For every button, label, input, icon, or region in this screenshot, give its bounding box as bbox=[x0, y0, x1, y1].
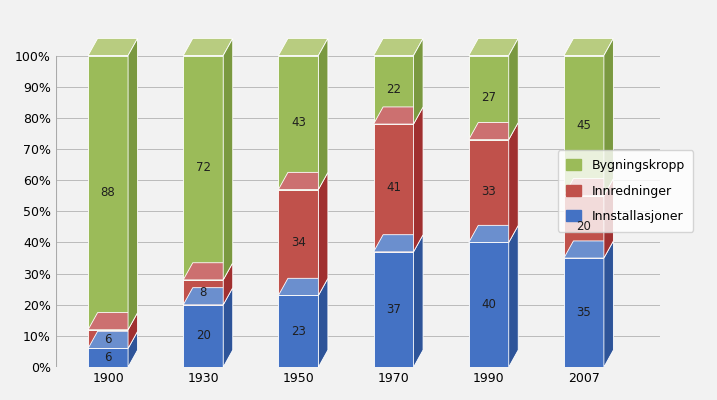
Polygon shape bbox=[318, 278, 328, 367]
Polygon shape bbox=[318, 38, 328, 190]
Polygon shape bbox=[564, 38, 613, 56]
Text: 6: 6 bbox=[105, 332, 112, 346]
Text: 45: 45 bbox=[576, 119, 592, 132]
Text: 6: 6 bbox=[105, 351, 112, 364]
Polygon shape bbox=[374, 38, 423, 56]
Polygon shape bbox=[223, 38, 233, 280]
Text: 27: 27 bbox=[481, 91, 496, 104]
Polygon shape bbox=[374, 107, 423, 124]
Polygon shape bbox=[223, 288, 233, 367]
Polygon shape bbox=[278, 278, 328, 296]
Polygon shape bbox=[128, 331, 138, 367]
Polygon shape bbox=[374, 235, 423, 252]
Polygon shape bbox=[469, 56, 509, 140]
Polygon shape bbox=[564, 196, 604, 258]
Polygon shape bbox=[564, 179, 613, 196]
Polygon shape bbox=[469, 122, 518, 140]
Text: 43: 43 bbox=[291, 116, 306, 129]
Polygon shape bbox=[88, 331, 138, 348]
Text: 41: 41 bbox=[386, 182, 401, 194]
Polygon shape bbox=[374, 56, 414, 124]
Text: 33: 33 bbox=[481, 184, 496, 198]
Polygon shape bbox=[184, 288, 233, 305]
Text: 35: 35 bbox=[576, 306, 592, 319]
Polygon shape bbox=[469, 225, 518, 242]
Polygon shape bbox=[88, 38, 138, 56]
Polygon shape bbox=[88, 313, 138, 330]
Text: 34: 34 bbox=[291, 236, 306, 249]
Legend: Bygningskropp, Innredninger, Innstallasjoner: Bygningskropp, Innredninger, Innstallasj… bbox=[558, 150, 693, 232]
Polygon shape bbox=[414, 107, 423, 252]
Polygon shape bbox=[414, 235, 423, 367]
Text: 22: 22 bbox=[386, 83, 401, 96]
Polygon shape bbox=[184, 38, 233, 56]
Polygon shape bbox=[184, 263, 233, 280]
Polygon shape bbox=[128, 313, 138, 348]
Polygon shape bbox=[374, 124, 414, 252]
Polygon shape bbox=[604, 241, 613, 367]
Polygon shape bbox=[509, 225, 518, 367]
Polygon shape bbox=[278, 296, 318, 367]
Polygon shape bbox=[278, 38, 328, 56]
Polygon shape bbox=[318, 172, 328, 296]
Text: 88: 88 bbox=[100, 186, 115, 199]
Polygon shape bbox=[184, 56, 223, 280]
Polygon shape bbox=[564, 56, 604, 196]
Polygon shape bbox=[88, 330, 128, 348]
Polygon shape bbox=[278, 190, 318, 296]
Polygon shape bbox=[88, 348, 128, 367]
Polygon shape bbox=[604, 38, 613, 196]
Text: 23: 23 bbox=[291, 325, 306, 338]
Polygon shape bbox=[88, 56, 128, 330]
Text: 20: 20 bbox=[196, 330, 211, 342]
Text: 40: 40 bbox=[481, 298, 496, 311]
Text: 72: 72 bbox=[196, 161, 211, 174]
Polygon shape bbox=[604, 179, 613, 258]
Polygon shape bbox=[509, 38, 518, 140]
Polygon shape bbox=[128, 38, 138, 330]
Polygon shape bbox=[278, 172, 328, 190]
Polygon shape bbox=[469, 140, 509, 242]
Polygon shape bbox=[184, 280, 223, 305]
Polygon shape bbox=[564, 258, 604, 367]
Text: 8: 8 bbox=[199, 286, 207, 299]
Polygon shape bbox=[223, 263, 233, 305]
Polygon shape bbox=[184, 305, 223, 367]
Polygon shape bbox=[374, 252, 414, 367]
Text: 20: 20 bbox=[576, 220, 592, 234]
Polygon shape bbox=[564, 241, 613, 258]
Polygon shape bbox=[469, 242, 509, 367]
Polygon shape bbox=[469, 38, 518, 56]
Polygon shape bbox=[509, 122, 518, 242]
Polygon shape bbox=[278, 56, 318, 190]
Text: 37: 37 bbox=[386, 303, 401, 316]
Polygon shape bbox=[414, 38, 423, 124]
